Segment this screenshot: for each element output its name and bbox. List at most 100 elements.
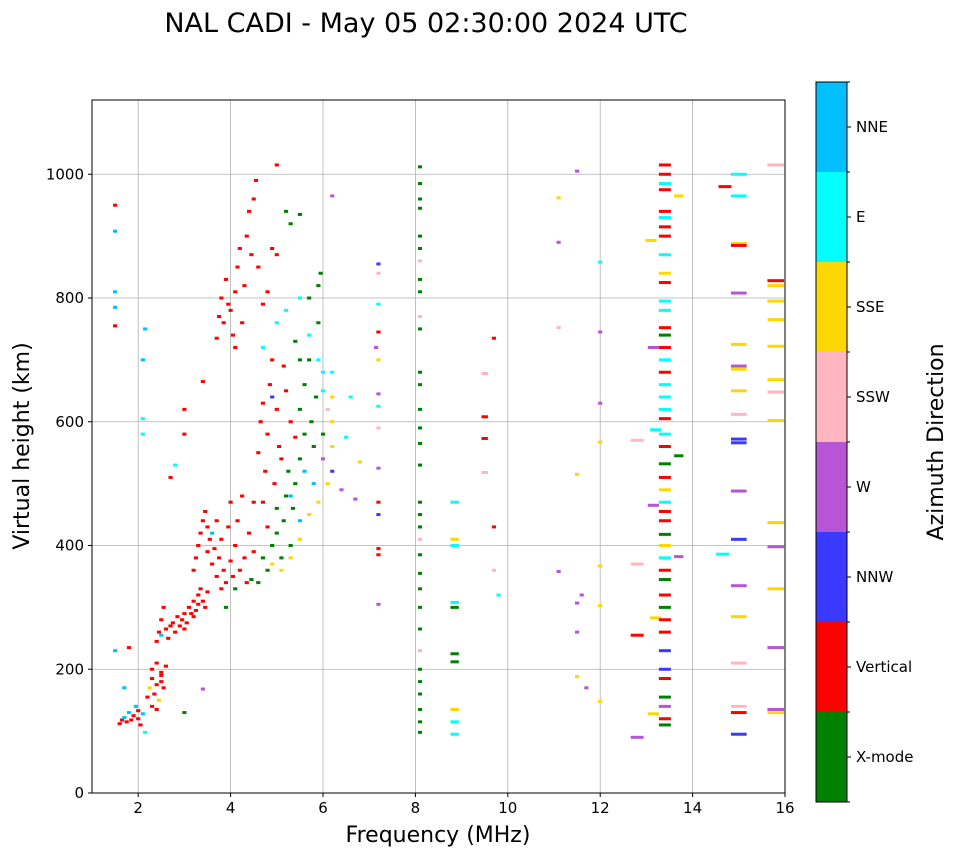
data-point-x-mode — [223, 605, 229, 609]
data-point-nne — [113, 290, 118, 294]
data-point-vertical — [182, 407, 187, 411]
data-point-x-mode — [417, 383, 423, 387]
data-point-ssw — [630, 562, 644, 566]
data-point-x-mode — [293, 339, 298, 343]
data-point-vertical — [186, 605, 192, 609]
data-point-sse — [645, 238, 657, 242]
data-point-vertical — [658, 234, 671, 238]
data-point-x-mode — [417, 627, 423, 631]
data-point-ssw — [325, 407, 330, 411]
data-point-e — [307, 333, 312, 337]
data-point-vertical — [119, 718, 125, 722]
data-point-x-mode — [274, 531, 279, 535]
data-point-vertical — [249, 253, 254, 257]
data-point-vertical — [131, 714, 136, 718]
data-point-w — [556, 569, 561, 573]
data-point-x-mode — [283, 209, 289, 213]
data-point-ssw — [730, 661, 747, 665]
colorbar-segment — [816, 82, 847, 172]
data-point-ssw — [730, 412, 747, 416]
data-point-e — [450, 720, 459, 724]
data-point-vertical — [658, 445, 671, 448]
data-point-vertical — [149, 704, 155, 708]
data-point-sse — [658, 488, 671, 492]
data-point-x-mode — [450, 605, 459, 609]
data-point-x-mode — [307, 358, 312, 362]
data-point-vertical — [277, 445, 282, 448]
data-point-vertical — [251, 500, 256, 504]
data-point-e — [143, 730, 148, 734]
data-point-vertical — [272, 482, 277, 486]
data-point-e — [658, 383, 671, 387]
data-point-x-mode — [417, 426, 423, 430]
data-point-nne — [210, 531, 215, 535]
data-point-vertical — [376, 330, 381, 334]
data-point-vertical — [154, 707, 159, 711]
data-point-vertical — [198, 587, 203, 591]
data-point-vertical — [247, 209, 252, 213]
data-point-e — [450, 732, 459, 736]
data-point-ssw — [376, 426, 381, 430]
data-point-x-mode — [658, 723, 671, 727]
data-point-x-mode — [297, 457, 302, 461]
data-point-vertical — [265, 525, 270, 529]
data-point-nne — [122, 686, 127, 690]
data-point-ssw — [767, 163, 785, 167]
data-point-ssw — [417, 259, 423, 263]
data-point-nne — [113, 229, 118, 233]
data-point-x-mode — [417, 553, 423, 557]
colorbar-segment — [816, 532, 847, 622]
data-point-w — [376, 466, 381, 470]
x-tick-label: 12 — [591, 799, 610, 817]
data-point-nnw — [730, 732, 747, 736]
data-point-x-mode — [417, 290, 423, 294]
colorbar-segment — [816, 172, 847, 262]
data-point-vertical — [196, 593, 201, 597]
data-point-vertical — [210, 562, 215, 566]
data-point-vertical — [145, 695, 150, 699]
data-point-nne — [122, 716, 127, 720]
data-point-x-mode — [293, 482, 298, 486]
data-point-vertical — [658, 188, 671, 192]
x-tick-label: 2 — [133, 799, 143, 817]
data-point-x-mode — [417, 407, 423, 411]
data-point-x-mode — [417, 197, 423, 201]
data-point-sse — [357, 460, 363, 464]
data-point-vertical — [163, 627, 168, 631]
data-point-w — [200, 687, 205, 691]
data-point-x-mode — [417, 605, 423, 609]
data-point-vertical — [219, 296, 224, 300]
data-point-vertical — [216, 556, 222, 560]
data-point-vertical — [223, 581, 229, 585]
data-point-vertical — [242, 556, 247, 560]
data-point-x-mode — [279, 556, 284, 560]
data-point-e — [658, 500, 671, 504]
data-point-vertical — [212, 547, 217, 551]
colorbar-tick-label: SSE — [856, 298, 885, 316]
data-point-vertical — [173, 630, 178, 634]
y-tick-label: 400 — [55, 537, 84, 555]
data-point-e — [274, 321, 279, 325]
data-point-e — [450, 544, 459, 547]
data-point-vertical — [267, 383, 272, 387]
data-point-vertical — [258, 420, 263, 424]
data-point-x-mode — [417, 571, 423, 575]
data-point-vertical — [113, 203, 118, 207]
data-point-nne — [143, 327, 148, 331]
data-point-sse — [767, 521, 785, 525]
data-point-e — [348, 395, 353, 399]
data-point-vertical — [124, 720, 129, 724]
data-point-w — [330, 194, 335, 198]
data-point-nne — [140, 712, 145, 716]
data-point-vertical — [214, 336, 219, 340]
data-point-nne — [302, 469, 307, 473]
data-point-e — [140, 432, 145, 436]
data-point-nnw — [376, 262, 381, 266]
data-point-e — [260, 346, 266, 349]
data-point-vertical — [274, 407, 279, 411]
data-point-x-mode — [417, 667, 423, 671]
data-point-x-mode — [658, 333, 671, 337]
data-point-x-mode — [417, 234, 423, 238]
data-point-e — [283, 308, 289, 312]
data-point-nnw — [270, 395, 275, 399]
